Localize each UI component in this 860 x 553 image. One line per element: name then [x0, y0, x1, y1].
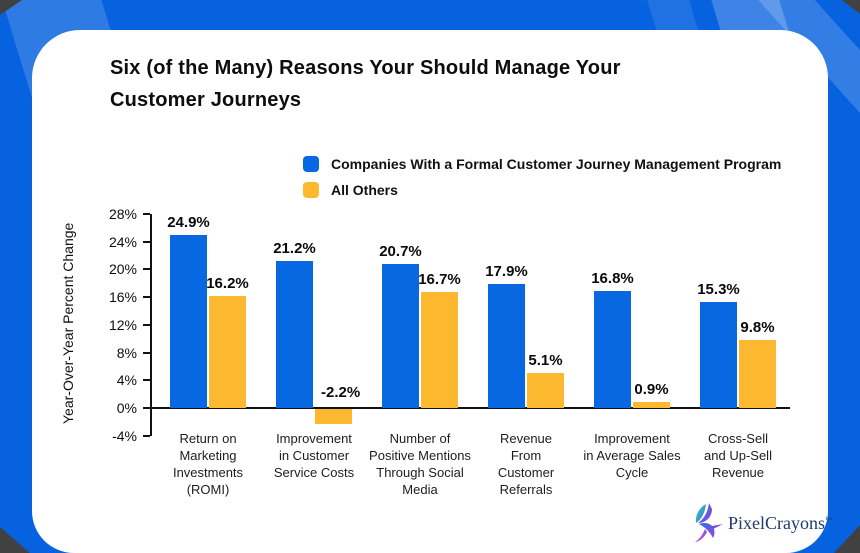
- bar-value-label: 17.9%: [485, 262, 528, 280]
- category-label-line: in Customer: [278, 448, 350, 463]
- category-label-line: Cross-Sell: [708, 431, 768, 446]
- legend-swatch: [303, 182, 319, 198]
- y-tick: [143, 434, 150, 437]
- y-tick: [143, 407, 150, 409]
- y-tick-label: -4%: [112, 427, 137, 444]
- bar: [488, 283, 525, 408]
- category-label-line: Customer: [497, 465, 555, 480]
- category-label-line: Number of: [389, 431, 451, 446]
- legend-swatch: [303, 156, 319, 172]
- trademark-symbol: ™: [825, 514, 833, 524]
- category-label: Improvement in Average Sales Cycle: [570, 430, 694, 481]
- y-tick-label: 20%: [108, 261, 137, 278]
- bar-value-label: -2.2%: [321, 384, 361, 401]
- y-tick: [143, 379, 150, 382]
- hummingbird-icon: [692, 502, 724, 544]
- category-label-line: From: [510, 448, 542, 463]
- category-label-line: Media: [402, 482, 438, 497]
- bar: [739, 340, 776, 408]
- category-label-line: (ROMI): [186, 482, 230, 497]
- legend-item: Companies With a Formal Customer Journey…: [303, 151, 781, 177]
- brand-name-text: PixelCrayons: [728, 512, 825, 533]
- bar-value-label: 9.8%: [740, 319, 775, 336]
- category-label-line: Revenue: [499, 431, 553, 446]
- category-label-line: in Average Sales: [583, 448, 681, 463]
- category-label-line: Revenue: [711, 465, 765, 480]
- category-label-line: Service Costs: [273, 465, 355, 480]
- y-axis-title: Year-Over-Year Percent Change: [60, 222, 76, 424]
- bar: [421, 292, 458, 408]
- bar-value-label: 16.7%: [418, 271, 461, 289]
- corner-dark-bottom-left: [0, 527, 30, 553]
- category-label-line: Referrals: [499, 482, 553, 497]
- category-label-line: Through Social: [376, 465, 464, 480]
- brand-logo: PixelCrayons™: [692, 502, 833, 544]
- legend-label: All Others: [331, 182, 398, 198]
- bar: [633, 401, 670, 408]
- chart-title: Six (of the Many) Reasons Your Should Ma…: [110, 52, 621, 116]
- bar-value-label: 24.9%: [167, 214, 210, 232]
- category-label: Improvement in Customer Service Costs: [252, 430, 376, 481]
- category-label-line: and Up-Sell: [704, 448, 772, 463]
- bar: [276, 260, 313, 408]
- y-tick: [143, 212, 150, 215]
- y-axis-line: [150, 213, 152, 436]
- bar: [527, 372, 564, 408]
- y-tick-label: 4%: [116, 372, 137, 389]
- y-tick-label: 16%: [108, 289, 137, 305]
- y-tick: [143, 268, 150, 271]
- category-label-line: Marketing: [179, 448, 237, 463]
- corner-dark-bottom-right: [834, 525, 860, 553]
- category-label: Cross-Sell and Up-Sell Revenue: [676, 430, 800, 481]
- category-label: Number of Positive Mentions Through Social…: [358, 430, 482, 498]
- bar: [209, 295, 246, 408]
- chart-title-line1: Six (of the Many) Reasons Your Should Ma…: [110, 57, 621, 79]
- chart-title-line2: Customer Journeys: [110, 89, 302, 111]
- y-tick-label: 24%: [108, 233, 137, 250]
- content-card: Six (of the Many) Reasons Your Should Ma…: [32, 30, 833, 553]
- category-label-line: Return on: [179, 431, 237, 446]
- bar: [594, 291, 631, 408]
- bar-value-label: 16.2%: [206, 274, 249, 292]
- bar-value-label: 21.2%: [273, 239, 316, 257]
- chart-legend: Companies With a Formal Customer Journey…: [303, 151, 781, 203]
- y-tick-label: 8%: [116, 344, 137, 361]
- bar-value-label: 5.1%: [528, 351, 563, 369]
- category-label: Return on Marketing Investments (ROMI): [146, 430, 270, 498]
- bar: [700, 301, 737, 408]
- category-label: Revenue From Customer Referrals: [464, 430, 588, 498]
- bar-value-label: 0.9%: [634, 380, 669, 398]
- y-tick-label: 12%: [108, 316, 137, 333]
- category-label-line: Positive Mentions: [369, 448, 471, 463]
- brand-name: PixelCrayons™: [728, 513, 833, 534]
- y-tick-label: 0%: [116, 400, 137, 416]
- bar-chart: Year-Over-Year Percent Change 28% 24% 20% 1…: [32, 30, 828, 553]
- category-label-line: Improvement: [594, 431, 670, 446]
- y-tick: [143, 351, 150, 354]
- legend-label: Companies With a Formal Customer Journey…: [331, 156, 782, 172]
- y-tick: [143, 240, 150, 243]
- y-tick: [143, 323, 150, 326]
- bar: [315, 409, 352, 425]
- bar: [170, 235, 207, 408]
- bar-value-label: 20.7%: [379, 243, 422, 261]
- bar-value-label: 16.8%: [591, 270, 634, 288]
- y-tick-label: 28%: [108, 205, 137, 222]
- category-label-line: Cycle: [615, 465, 649, 480]
- category-label-line: Investments: [172, 465, 244, 480]
- y-tick: [143, 296, 150, 298]
- legend-item: All Others: [303, 177, 781, 203]
- x-axis-line: [150, 407, 790, 409]
- corner-dark-top-right: [842, 0, 860, 14]
- bar: [382, 264, 419, 408]
- bar-value-label: 15.3%: [697, 280, 740, 298]
- category-label-line: Improvement: [276, 431, 352, 446]
